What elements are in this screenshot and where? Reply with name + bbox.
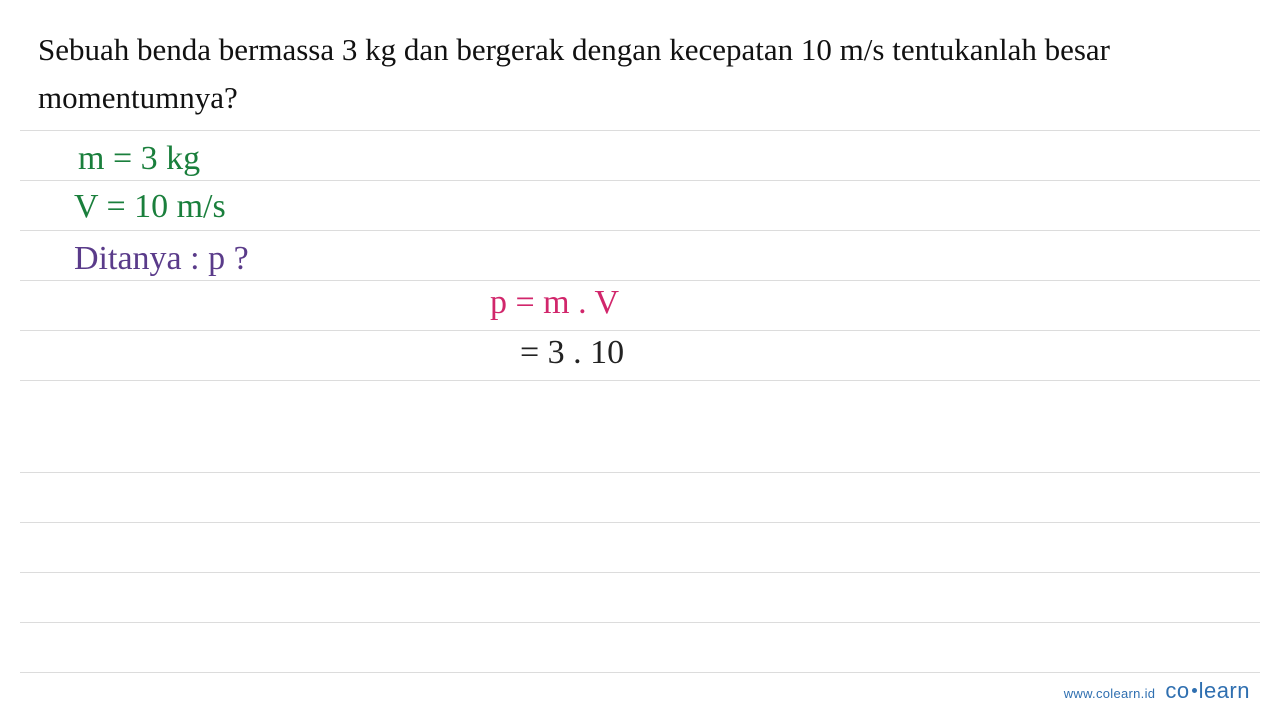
asked-label: Ditanya : p ? xyxy=(74,240,249,278)
footer-url: www.colearn.id xyxy=(1064,686,1156,701)
rule-line xyxy=(20,230,1260,231)
formula-line: p = m . V xyxy=(490,284,619,322)
rule-line xyxy=(20,522,1260,523)
rule-line xyxy=(20,472,1260,473)
given-mass: m = 3 kg xyxy=(78,140,200,178)
brand-right: learn xyxy=(1199,678,1250,703)
footer: www.colearn.id colearn xyxy=(1064,678,1250,704)
rule-line xyxy=(20,572,1260,573)
rule-line xyxy=(20,180,1260,181)
rule-line xyxy=(20,330,1260,331)
page-container: Sebuah benda bermassa 3 kg dan bergerak … xyxy=(0,0,1280,720)
footer-brand: colearn xyxy=(1165,678,1250,704)
rule-line xyxy=(20,280,1260,281)
rule-line xyxy=(20,380,1260,381)
question-text: Sebuah benda bermassa 3 kg dan bergerak … xyxy=(38,26,1180,122)
rule-line xyxy=(20,130,1260,131)
rule-line xyxy=(20,672,1260,673)
calculation-line: = 3 . 10 xyxy=(520,334,624,372)
rule-line xyxy=(20,622,1260,623)
brand-left: co xyxy=(1165,678,1189,703)
given-velocity: V = 10 m/s xyxy=(74,188,226,226)
brand-dot-icon xyxy=(1192,688,1197,693)
